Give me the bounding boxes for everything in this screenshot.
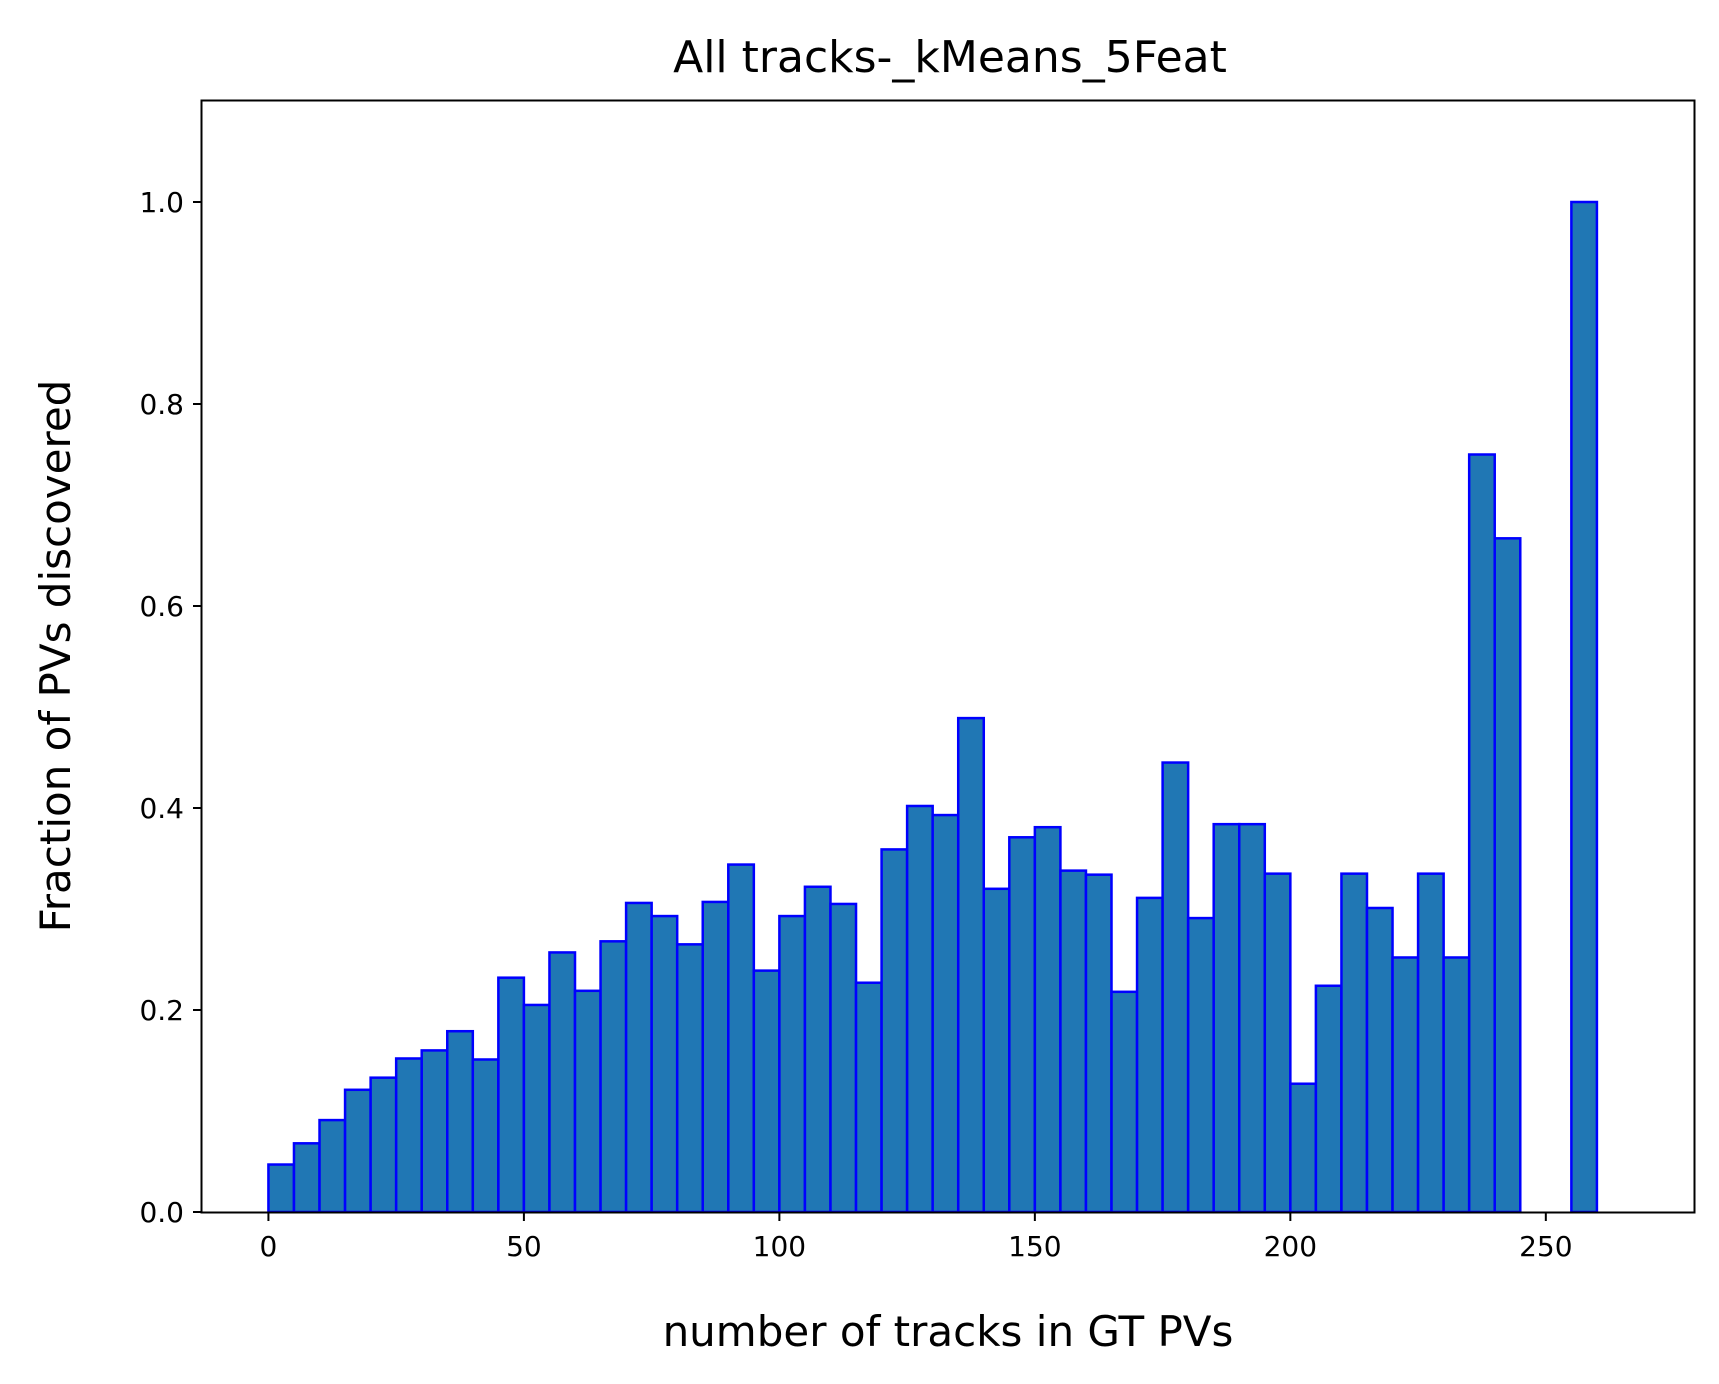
x-tick-label: 50 (506, 1230, 542, 1263)
histogram-bar (446, 1029, 475, 1214)
histogram-bar (1442, 956, 1471, 1214)
histogram-bar (956, 716, 986, 1214)
chart-title: All tracks-_kMeans_5Feat (673, 32, 1227, 83)
histogram-bar (931, 813, 960, 1214)
histogram-bar (1237, 822, 1267, 1214)
x-axis-label: number of tracks in GT PVs (663, 1307, 1234, 1356)
histogram-bar (1110, 990, 1139, 1214)
y-tick-label: 0.0 (139, 1196, 184, 1229)
histogram-bar (803, 885, 832, 1214)
bars-group (267, 200, 1599, 1214)
histogram-bar (573, 989, 602, 1214)
histogram-bar (1186, 916, 1215, 1214)
histogram-bar (1314, 984, 1343, 1214)
y-tick-label: 0.2 (139, 994, 184, 1027)
histogram-bar (752, 969, 781, 1214)
y-tick-label: 1.0 (139, 186, 184, 219)
histogram-bar (1493, 537, 1522, 1214)
histogram-bar (624, 901, 653, 1214)
histogram-bar (1416, 872, 1445, 1214)
y-axis-label: Fraction of PVs discovered (31, 380, 80, 933)
histogram-bar (292, 1142, 321, 1214)
histogram-bar (318, 1118, 347, 1214)
y-tick-label: 0.6 (139, 590, 184, 623)
histogram-bar (701, 900, 730, 1214)
histogram-bar (727, 863, 756, 1214)
histogram-bar (1289, 1082, 1318, 1214)
plot-frame (200, 99, 1696, 1214)
histogram-bar (420, 1049, 449, 1214)
histogram-bar (1084, 873, 1113, 1214)
histogram-bar (1161, 761, 1190, 1214)
histogram-bar (1391, 956, 1420, 1214)
histogram-bar (394, 1057, 423, 1214)
x-tick-label: 250 (1519, 1230, 1572, 1263)
histogram-bar (522, 1003, 551, 1214)
histogram-bar (471, 1058, 500, 1214)
x-ticks-group: 0 50 100 150 200 250 (260, 1212, 1573, 1263)
histogram-bar (1340, 872, 1369, 1214)
histogram-bar (1365, 906, 1394, 1214)
histogram-bar (1059, 869, 1088, 1214)
x-tick-label: 200 (1264, 1230, 1317, 1263)
histogram-bar (1212, 822, 1241, 1214)
y-ticks-group: 0.0 0.2 0.4 0.6 0.8 1.0 (139, 186, 202, 1229)
histogram-bar (1008, 836, 1037, 1214)
histogram-bar (343, 1088, 372, 1214)
histogram-bar (1263, 872, 1292, 1214)
histogram-bar (548, 951, 577, 1214)
x-tick-label: 100 (753, 1230, 806, 1263)
histogram-bar (1467, 453, 1496, 1214)
histogram-bar (497, 976, 526, 1214)
histogram-bar (267, 1163, 296, 1214)
histogram-bar (880, 848, 909, 1214)
histogram-bar (1135, 896, 1164, 1214)
histogram-bar (854, 981, 883, 1214)
histogram-bar (829, 902, 858, 1214)
histogram-bar (1033, 825, 1062, 1214)
histogram-bar (599, 940, 628, 1214)
histogram-bar (905, 804, 934, 1214)
histogram-bar (369, 1076, 398, 1214)
x-tick-label: 0 (260, 1230, 278, 1263)
histogram-bar (675, 943, 704, 1214)
histogram-bar (982, 887, 1011, 1214)
histogram-bar (1570, 200, 1599, 1214)
y-tick-label: 0.8 (139, 388, 184, 421)
histogram-bar (650, 914, 679, 1214)
x-tick-label: 150 (1008, 1230, 1061, 1263)
histogram-bar (778, 914, 807, 1214)
y-tick-label: 0.4 (139, 792, 184, 825)
